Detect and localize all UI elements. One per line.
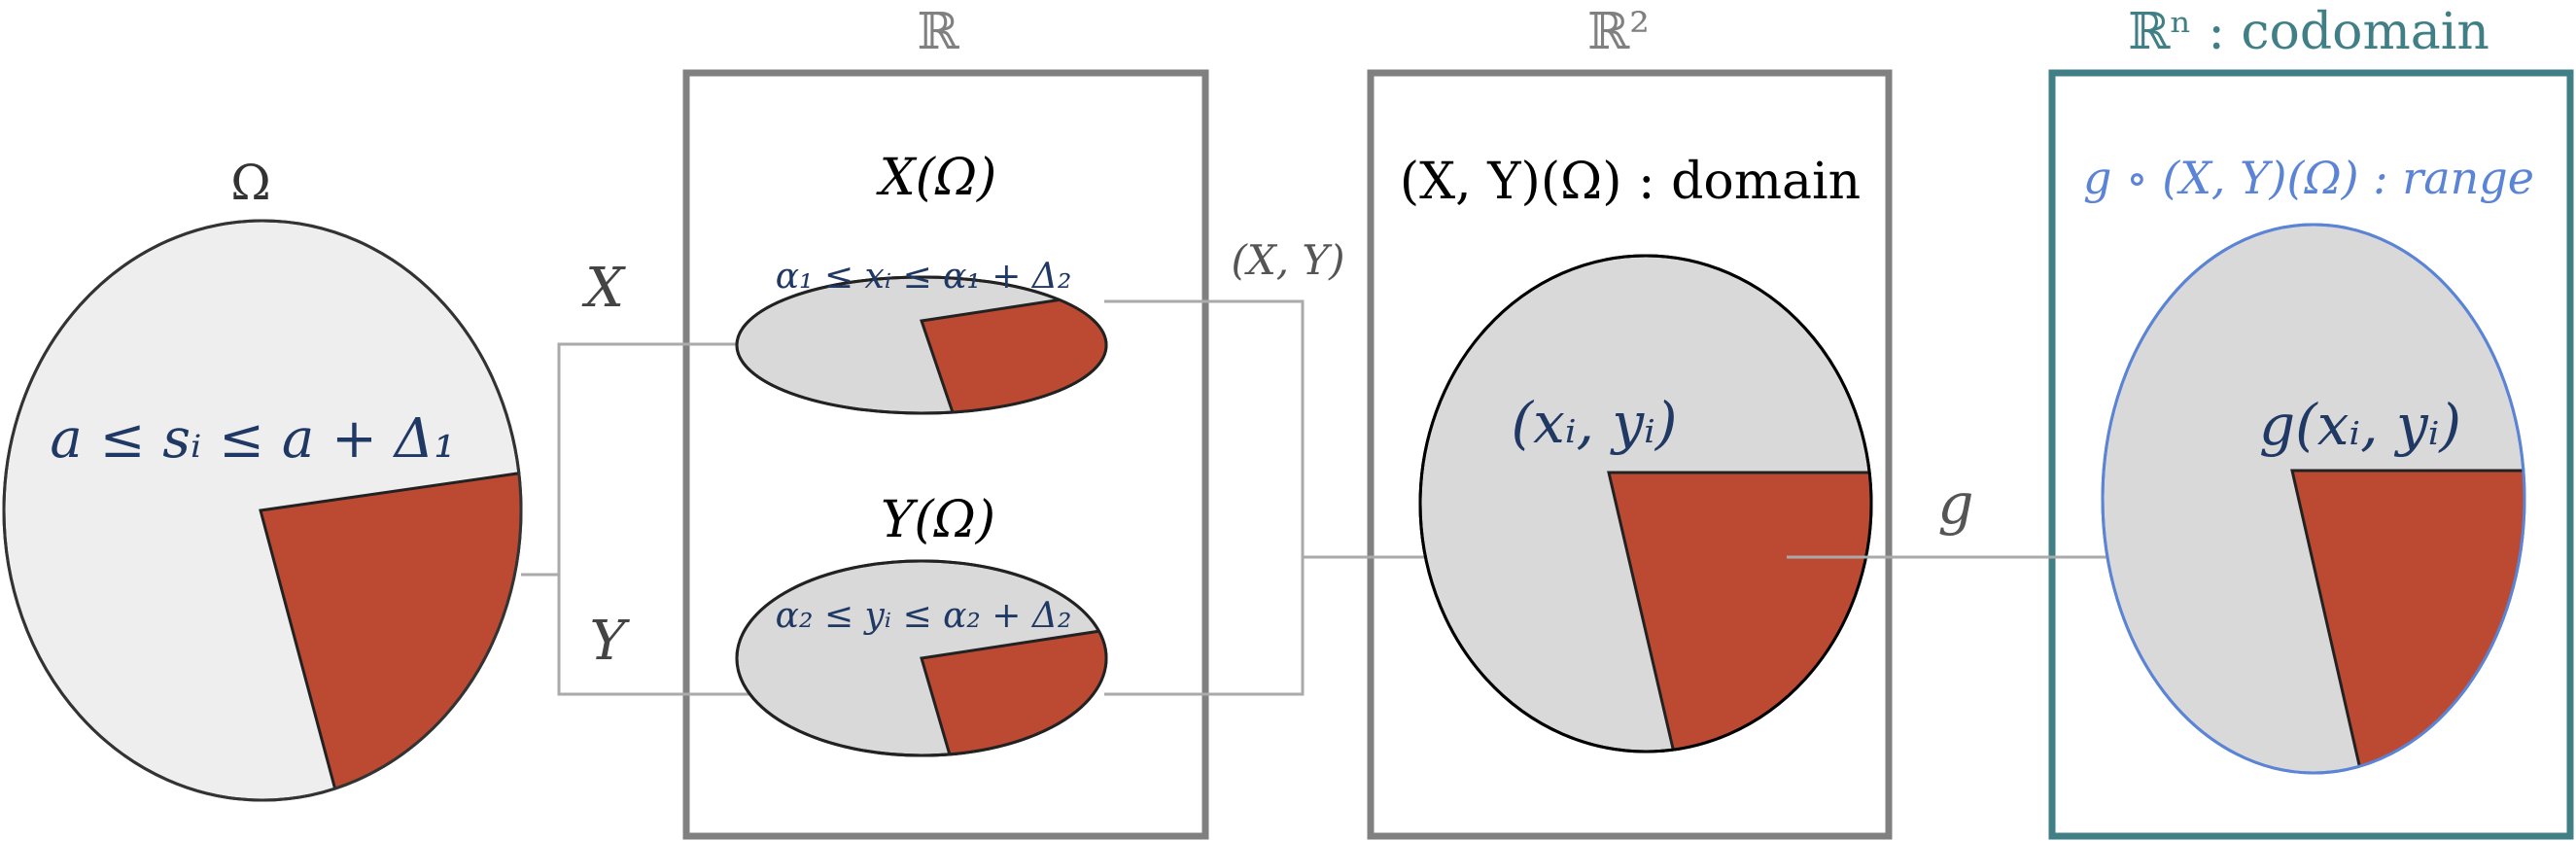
map-xy-label: (X, Y) — [1231, 236, 1344, 284]
connector-y-to-r2 — [1104, 557, 1305, 696]
panel-rn-header: ℝⁿ : codomain — [2128, 3, 2489, 61]
omega-event-label: a ≤ sᵢ ≤ a + Δ₁ — [50, 407, 455, 471]
domain-point-label: (xᵢ, yᵢ) — [1512, 390, 1678, 456]
panel-r2-header: ℝ² — [1587, 3, 1650, 61]
domain-title: (X, Y)(Ω) : domain — [1400, 153, 1861, 211]
x-interval-label: α₁ ≤ xᵢ ≤ α₁ + Δ₂ — [776, 257, 1072, 297]
map-x-label: X — [581, 257, 626, 320]
panel-r2-frame — [1367, 69, 1893, 840]
map-g-label: g — [1937, 471, 1973, 537]
panel-r-frame — [682, 69, 1209, 840]
map-y-label: Y — [590, 610, 631, 673]
y-interval-label: α₂ ≤ yᵢ ≤ α₂ + Δ₂ — [776, 596, 1072, 636]
range-point-label: g(xᵢ, yᵢ) — [2259, 392, 2461, 458]
x-image-label: X(Ω) — [876, 149, 997, 207]
range-title: g ∘ (X, Y)(Ω) : range — [2083, 152, 2534, 204]
omega-label: Ω — [230, 155, 270, 211]
panel-rn-frame — [2048, 69, 2574, 840]
panel-r-header: ℝ — [917, 3, 959, 61]
connector-x-to-r2 — [1104, 299, 1305, 557]
y-image-label: Y(Ω) — [881, 491, 995, 549]
